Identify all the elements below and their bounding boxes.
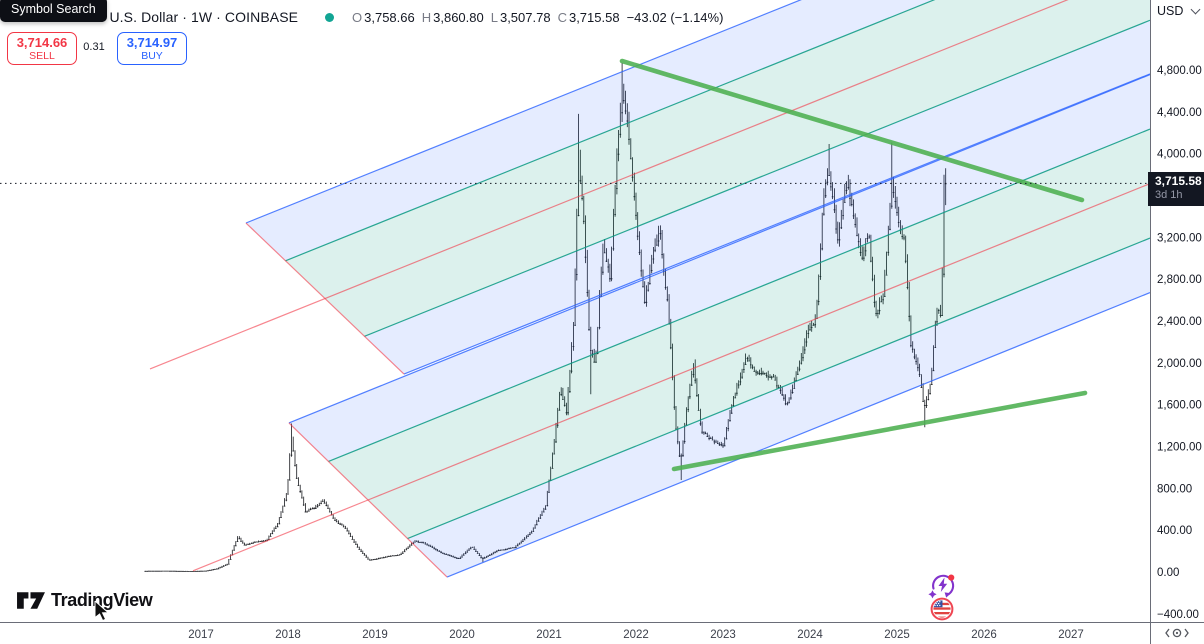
svg-text:800.00: 800.00 [1157,483,1192,495]
low-value: 3,507.78 [499,10,551,25]
svg-text:2027: 2027 [1058,629,1084,641]
tradingview-logo-text: TradingView [51,589,153,610]
symbol-descriptor: / U.S. Dollar · 1W · COINBASE [97,9,299,25]
svg-text:4,800.00: 4,800.00 [1157,65,1202,77]
svg-text:1,600.00: 1,600.00 [1157,400,1202,412]
tradingview-logo[interactable]: TradingView [16,588,153,612]
sell-price: 3,714.66 [16,35,68,50]
mouse-cursor-icon [94,601,110,622]
svg-text:3,200.00: 3,200.00 [1157,232,1202,244]
price-axis[interactable] [1150,0,1204,644]
axis-settings-gear-icon[interactable] [1165,628,1189,638]
svg-text:4,400.00: 4,400.00 [1157,107,1202,119]
candlestick-series [144,62,947,572]
svg-text:2020: 2020 [449,629,475,641]
svg-text:2018: 2018 [275,629,301,641]
trendline-drawings[interactable] [619,58,1088,472]
last-price-value: 3,715.58 [1155,174,1202,188]
buy-label: BUY [141,50,163,62]
close-value: 3,715.58 [568,10,620,25]
high-value: 3,860.80 [433,10,484,25]
us-flag-icon[interactable] [930,597,954,621]
tradingview-logo-mark [17,592,45,609]
svg-text:4,000.00: 4,000.00 [1157,149,1202,161]
symbol-search-tooltip: Symbol Search [0,0,107,22]
svg-text:0.00: 0.00 [1157,567,1179,579]
svg-text:1,200.00: 1,200.00 [1157,442,1202,454]
currency-label: USD [1157,4,1184,18]
low-label: L [490,10,498,25]
time-axis-ticks: 2017 2018 2019 2020 2021 2022 2023 2024 2025 2026… [188,629,1084,641]
market-status-icon[interactable] [325,13,334,22]
svg-text:2025: 2025 [884,629,910,641]
svg-text:2021: 2021 [536,629,562,641]
open-value: 3,758.66 [364,10,415,25]
svg-text:2026: 2026 [971,629,997,641]
sell-label: SELL [29,50,55,62]
bar-countdown: 3d 1h [1155,189,1183,201]
chart-plot-area[interactable] [0,0,1150,578]
ohlc-values: O 3,758.66 H 3,860.80 L 3,507.78 C 3,715.58 −43.… [352,10,730,25]
pitchfork-fills[interactable] [245,0,1150,578]
svg-text:2024: 2024 [797,629,823,641]
buy-button[interactable]: 3,714.97 BUY [117,32,187,65]
svg-text:2,800.00: 2,800.00 [1157,274,1202,286]
time-axis[interactable] [0,622,1204,644]
svg-text:−400.00: −400.00 [1157,609,1199,621]
boost-lightning-icon[interactable] [928,572,956,599]
sell-button[interactable]: 3,714.66 SELL [7,32,77,65]
svg-text:2019: 2019 [362,629,388,641]
change-value: −43.02 (−1.14%) [626,10,724,25]
spread-value: 0.31 [83,41,105,53]
open-label: O [352,10,363,25]
svg-text:2023: 2023 [710,629,736,641]
svg-text:2022: 2022 [623,629,649,641]
close-label: C [557,10,567,25]
pitchfork-lines[interactable] [149,0,1150,578]
svg-text:2017: 2017 [188,629,214,641]
price-axis-currency[interactable]: USD [1157,4,1201,18]
svg-text:400.00: 400.00 [1157,525,1192,537]
svg-text:2,400.00: 2,400.00 [1157,316,1202,328]
high-label: H [421,10,432,25]
chevron-down-icon [1190,4,1201,15]
svg-text:2,000.00: 2,000.00 [1157,358,1202,370]
buy-price: 3,714.97 [126,35,178,50]
last-price-label: 3,715.58 3d 1h [1148,172,1204,206]
price-axis-ticks: 4,800.00 4,400.00 4,000.00 3,200.00 2,800.00… [1157,65,1202,621]
